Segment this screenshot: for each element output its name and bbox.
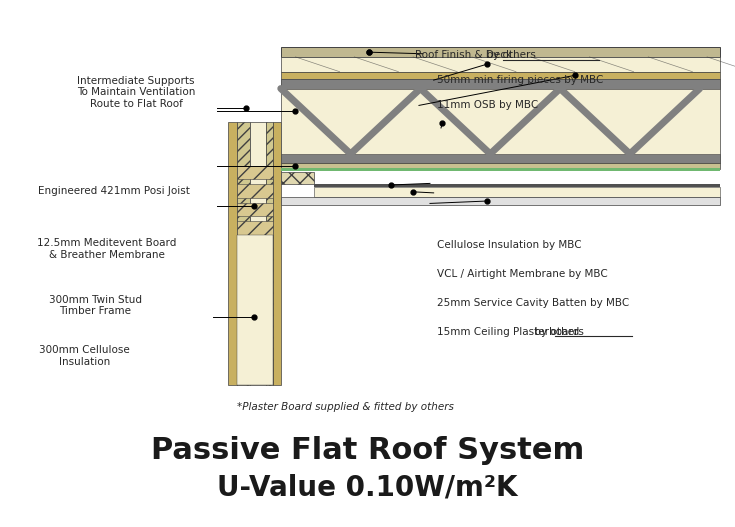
Bar xyxy=(237,184,273,198)
Bar xyxy=(281,197,720,205)
Text: 15mm Ceiling Plasterboard: 15mm Ceiling Plasterboard xyxy=(437,327,583,337)
Bar xyxy=(237,166,273,179)
Text: Passive Flat Roof System: Passive Flat Roof System xyxy=(151,436,584,465)
Bar xyxy=(281,163,720,169)
Text: VCL / Airtight Membrane by MBC: VCL / Airtight Membrane by MBC xyxy=(437,269,608,279)
Text: 12.5mm Meditevent Board
& Breather Membrane: 12.5mm Meditevent Board & Breather Membr… xyxy=(37,239,176,260)
Bar xyxy=(281,172,314,184)
Bar xyxy=(237,203,273,216)
Bar xyxy=(237,221,273,235)
Bar xyxy=(237,235,273,385)
Text: Roof Finish & Deck: Roof Finish & Deck xyxy=(415,51,516,60)
Bar xyxy=(314,184,720,187)
Text: 300mm Twin Stud
Timber Frame: 300mm Twin Stud Timber Frame xyxy=(49,295,142,316)
Text: Intermediate Supports
To Maintain Ventilation
Route to Flat Roof: Intermediate Supports To Maintain Ventil… xyxy=(76,76,196,109)
Bar xyxy=(281,47,720,57)
Text: Engineered 421mm Posi Joist: Engineered 421mm Posi Joist xyxy=(38,186,190,196)
Bar xyxy=(314,187,720,197)
Bar xyxy=(250,122,266,385)
Bar xyxy=(266,122,273,385)
Text: by others: by others xyxy=(415,51,536,60)
Text: 11mm OSB by MBC: 11mm OSB by MBC xyxy=(437,101,539,110)
Bar xyxy=(281,154,720,163)
Bar xyxy=(281,57,720,72)
Text: U-Value 0.10W/m²K: U-Value 0.10W/m²K xyxy=(218,473,517,502)
Text: 50mm min firing pieces by MBC: 50mm min firing pieces by MBC xyxy=(437,75,603,85)
Text: Cellulose Insulation by MBC: Cellulose Insulation by MBC xyxy=(437,240,582,250)
Bar xyxy=(281,79,720,89)
Bar xyxy=(281,79,720,163)
Text: by others: by others xyxy=(437,327,584,337)
Bar xyxy=(228,122,237,385)
Bar xyxy=(281,72,720,79)
Text: 25mm Service Cavity Batten by MBC: 25mm Service Cavity Batten by MBC xyxy=(437,298,630,308)
Text: *Plaster Board supplied & fitted by others: *Plaster Board supplied & fitted by othe… xyxy=(237,402,454,412)
Bar xyxy=(281,168,720,171)
Text: 300mm Cellulose
Insulation: 300mm Cellulose Insulation xyxy=(39,345,130,366)
Bar xyxy=(237,122,250,385)
Bar xyxy=(273,122,281,385)
